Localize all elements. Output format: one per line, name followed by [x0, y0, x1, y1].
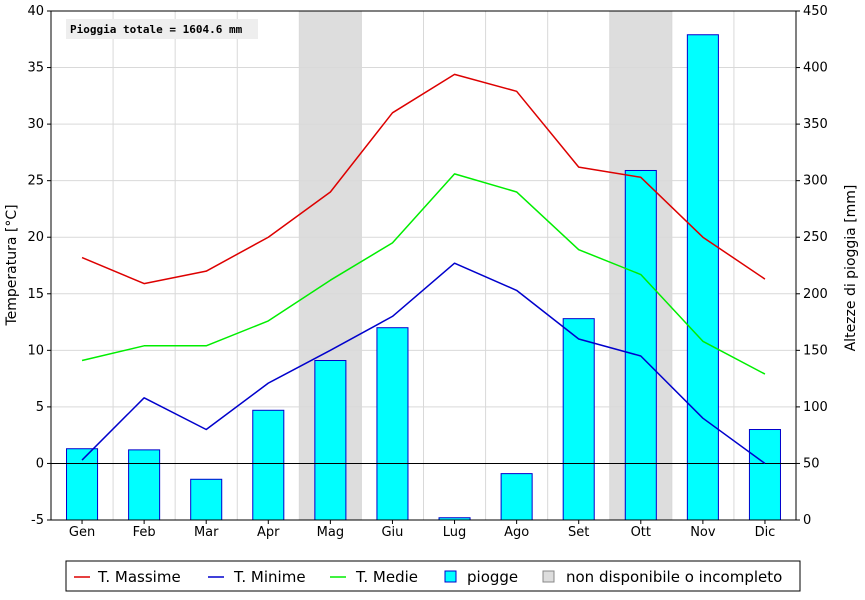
bar-piogge-feb	[128, 449, 161, 521]
tick-label-left: 5	[36, 400, 44, 415]
tick-label-right: 300	[803, 174, 828, 189]
tick-label-right: 100	[803, 400, 828, 415]
legend-swatch-piogge	[444, 570, 457, 583]
tick-label-x-set: Set	[568, 525, 589, 540]
annotation-box	[66, 19, 258, 39]
tick-label-right: 150	[803, 343, 828, 358]
bar-piogge-mar	[190, 478, 223, 521]
line-t-massime	[81, 73, 766, 285]
tick-label-x-giu: Giu	[381, 525, 403, 540]
bar-piogge-dic	[748, 429, 781, 521]
bar-piogge-nov	[686, 34, 719, 521]
tick-label-right: 350	[803, 117, 828, 132]
tick-label-x-dic: Dic	[755, 525, 776, 540]
tick-label-left: 30	[27, 117, 44, 132]
tick-label-left: 35	[27, 61, 44, 76]
tick-label-left: 0	[36, 456, 44, 471]
annotation-text: Pioggia totale = 1604.6 mm	[70, 23, 243, 36]
legend-label-unavailable: non disponibile o incompleto	[566, 568, 782, 586]
line-t-minime	[81, 262, 766, 465]
bar-piogge-mag	[314, 360, 347, 521]
legend-box	[65, 560, 801, 592]
tick-label-x-nov: Nov	[690, 525, 716, 540]
bar-piogge-set	[562, 318, 595, 521]
bar-piogge-giu	[376, 327, 409, 521]
legend-label-t-minime: T. Minime	[233, 568, 306, 586]
line-t-medie	[81, 173, 766, 375]
bar-piogge-ago	[500, 473, 533, 521]
legend-label-t-massime: T. Massime	[97, 568, 181, 586]
tick-label-x-mag: Mag	[317, 525, 344, 540]
bar-piogge-ott	[624, 169, 657, 521]
tick-label-left: 40	[27, 4, 44, 19]
legend: T. Massime T. Minime T. Medie piogge non…	[65, 560, 801, 592]
tick-label-x-ott: Ott	[631, 525, 651, 540]
plot-frame	[50, 10, 797, 521]
tick-label-x-feb: Feb	[133, 525, 156, 540]
y-axis-left-label: Temperatura [°C]	[4, 204, 20, 326]
tick-label-left: 20	[27, 230, 44, 245]
legend-label-t-medie: T. Medie	[355, 568, 418, 586]
tick-label-left: 25	[27, 174, 44, 189]
bar-piogge-apr	[252, 409, 285, 521]
tick-label-x-mar: Mar	[194, 525, 219, 540]
tick-label-right: 450	[803, 4, 828, 19]
tick-label-left: -5	[31, 513, 44, 528]
tick-label-left: 15	[27, 287, 44, 302]
tick-label-right: 400	[803, 61, 828, 76]
legend-swatch-unavailable	[542, 570, 555, 583]
tick-label-right: 250	[803, 230, 828, 245]
tick-label-x-lug: Lug	[443, 525, 467, 540]
tick-label-x-gen: Gen	[69, 525, 95, 540]
tick-label-x-apr: Apr	[257, 525, 280, 540]
y-axis-right-label: Altezze di pioggia [mm]	[843, 185, 859, 352]
tick-label-left: 10	[27, 343, 44, 358]
bar-piogge-gen	[66, 448, 99, 521]
tick-label-right: 0	[803, 513, 811, 528]
tick-label-right: 50	[803, 456, 820, 471]
tick-label-right: 200	[803, 287, 828, 302]
legend-label-piogge: piogge	[467, 568, 518, 586]
tick-label-x-ago: Ago	[504, 525, 529, 540]
